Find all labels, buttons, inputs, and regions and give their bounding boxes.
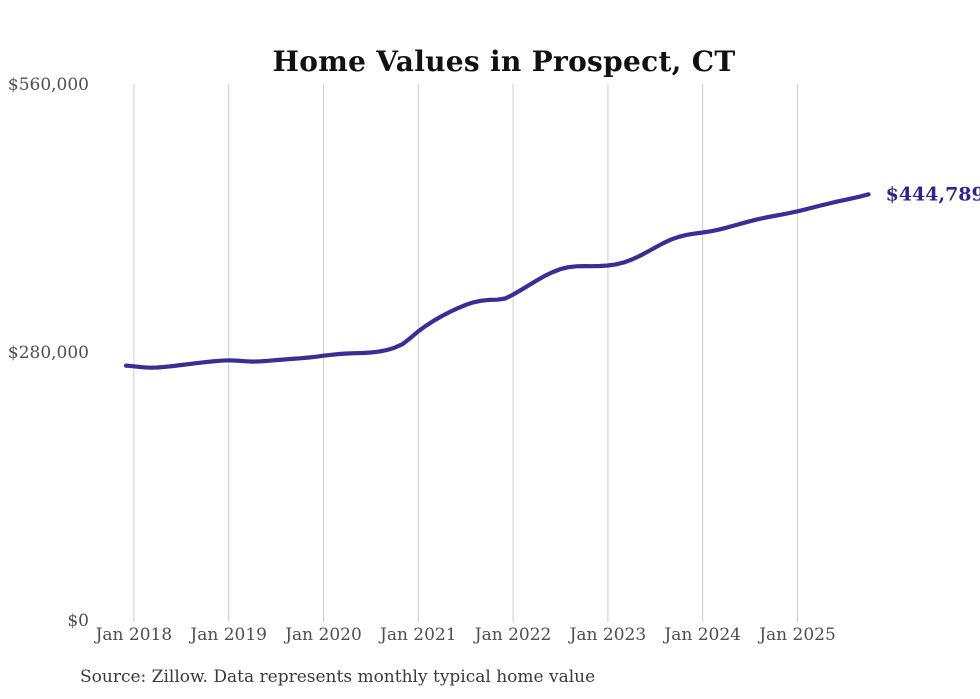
x-tick-label: Jan 2023	[568, 625, 647, 645]
y-tick-label: $280,000	[8, 343, 89, 363]
x-tick-label: Jan 2020	[283, 625, 362, 645]
home-value-series-line	[123, 192, 871, 370]
home-values-line-chart: Jan 2018 Jan 2019 Jan 2020 Jan 2021 Jan 2022…	[8, 75, 980, 645]
x-tick-label: Jan 2025	[757, 625, 836, 645]
x-tick-label: Jan 2019	[188, 625, 267, 645]
y-tick-label: $0	[67, 611, 89, 631]
chart-title: Home Values in Prospect, CT	[272, 44, 736, 78]
source-note: Source: Zillow. Data represents monthly …	[80, 667, 596, 687]
x-tick-label: Jan 2024	[662, 625, 741, 645]
y-tick-label: $560,000	[8, 75, 89, 95]
x-tick-label: Jan 2021	[378, 625, 457, 645]
x-tick-label: Jan 2022	[473, 625, 552, 645]
latest-value-label: $444,789	[886, 183, 980, 205]
x-tick-label: Jan 2018	[94, 625, 173, 645]
